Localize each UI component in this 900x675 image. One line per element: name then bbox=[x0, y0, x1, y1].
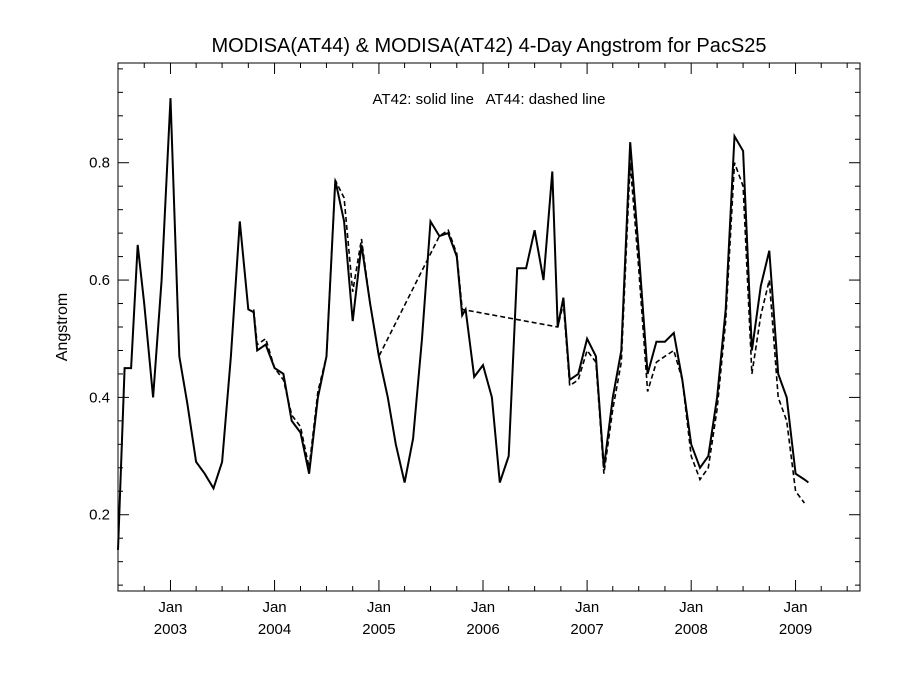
series-group bbox=[117, 98, 810, 550]
y-axis-label: Angstrom bbox=[54, 293, 71, 361]
y-tick-label: 0.2 bbox=[89, 507, 110, 524]
plot-frame bbox=[117, 62, 861, 592]
x-tick-label-month: Jan bbox=[158, 599, 182, 616]
chart-title: MODISA(AT44) & MODISA(AT42) 4-Day Angstr… bbox=[212, 35, 767, 57]
x-tick-label-month: Jan bbox=[367, 599, 391, 616]
y-tick-label: 0.6 bbox=[89, 272, 110, 289]
x-tick-label-year: 2003 bbox=[154, 621, 187, 638]
y-tick-label: 0.8 bbox=[89, 155, 110, 172]
x-tick-label-month: Jan bbox=[471, 599, 495, 616]
y-axis-ticks: 0.2 0.4 0.6 0.8 bbox=[89, 68, 860, 586]
x-tick-label-month: Jan bbox=[575, 599, 599, 616]
x-axis-ticks: Jan 2003 Jan 2004 Jan 2005 Jan 2006 Jan 2007 Jan 20… bbox=[117, 63, 848, 638]
x-tick-label-month: Jan bbox=[262, 599, 286, 616]
y-tick-label: 0.4 bbox=[89, 389, 110, 406]
x-tick-label-year: 2004 bbox=[258, 621, 291, 638]
line-style-annotation: AT42: solid line AT44: dashed line bbox=[373, 91, 606, 108]
series-line-at44 bbox=[252, 162, 806, 504]
x-tick-label-year: 2008 bbox=[674, 621, 707, 638]
x-tick-label-month: Jan bbox=[783, 599, 807, 616]
series-line-at42 bbox=[117, 98, 810, 550]
x-tick-label-year: 2005 bbox=[362, 621, 395, 638]
x-tick-label-year: 2007 bbox=[570, 621, 603, 638]
x-tick-label-month: Jan bbox=[679, 599, 703, 616]
x-tick-label-year: 2006 bbox=[466, 621, 499, 638]
x-tick-label-year: 2009 bbox=[779, 621, 812, 638]
